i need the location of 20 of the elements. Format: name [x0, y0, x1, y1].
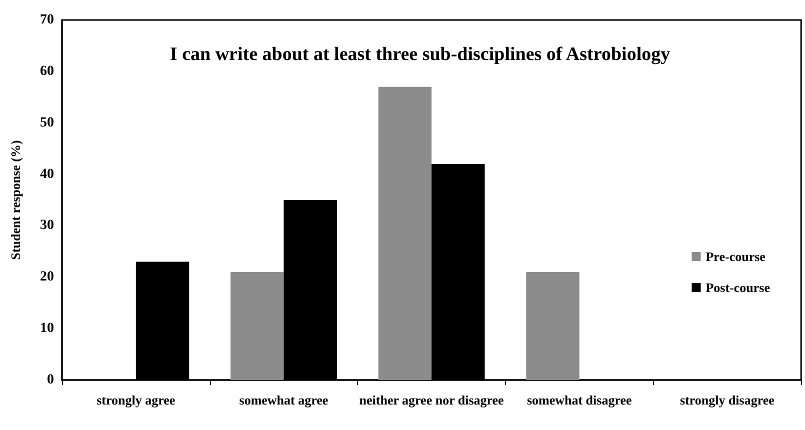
x-tick-label: somewhat disagree [526, 392, 632, 408]
text: I can write about at least three sub-disciplines of Astrobiology [170, 44, 671, 65]
x-tick-label: strongly disagree [680, 392, 775, 408]
legend-label: Pre-course [706, 249, 766, 264]
x-tick-label: somewhat agree [239, 392, 328, 408]
y-tick-label: 10 [40, 321, 54, 336]
x-tick-label: strongly agree [96, 392, 176, 408]
bar [378, 86, 432, 380]
legend-label: Post-course [706, 280, 770, 295]
y-tick-label: 60 [40, 64, 54, 79]
x-tick-label: neither agree nor disagree [359, 392, 504, 408]
y-tick-label: 30 [40, 218, 54, 234]
y-tick-label: 40 [40, 166, 54, 182]
y-axis-title: Student response (%) [8, 140, 23, 260]
y-tick-label: 20 [40, 270, 54, 285]
y-tick-label: 50 [40, 115, 54, 130]
y-tick-label: 0 [47, 372, 54, 388]
bar [526, 272, 580, 380]
bar [230, 272, 284, 380]
y-tick-label: 70 [40, 12, 54, 28]
